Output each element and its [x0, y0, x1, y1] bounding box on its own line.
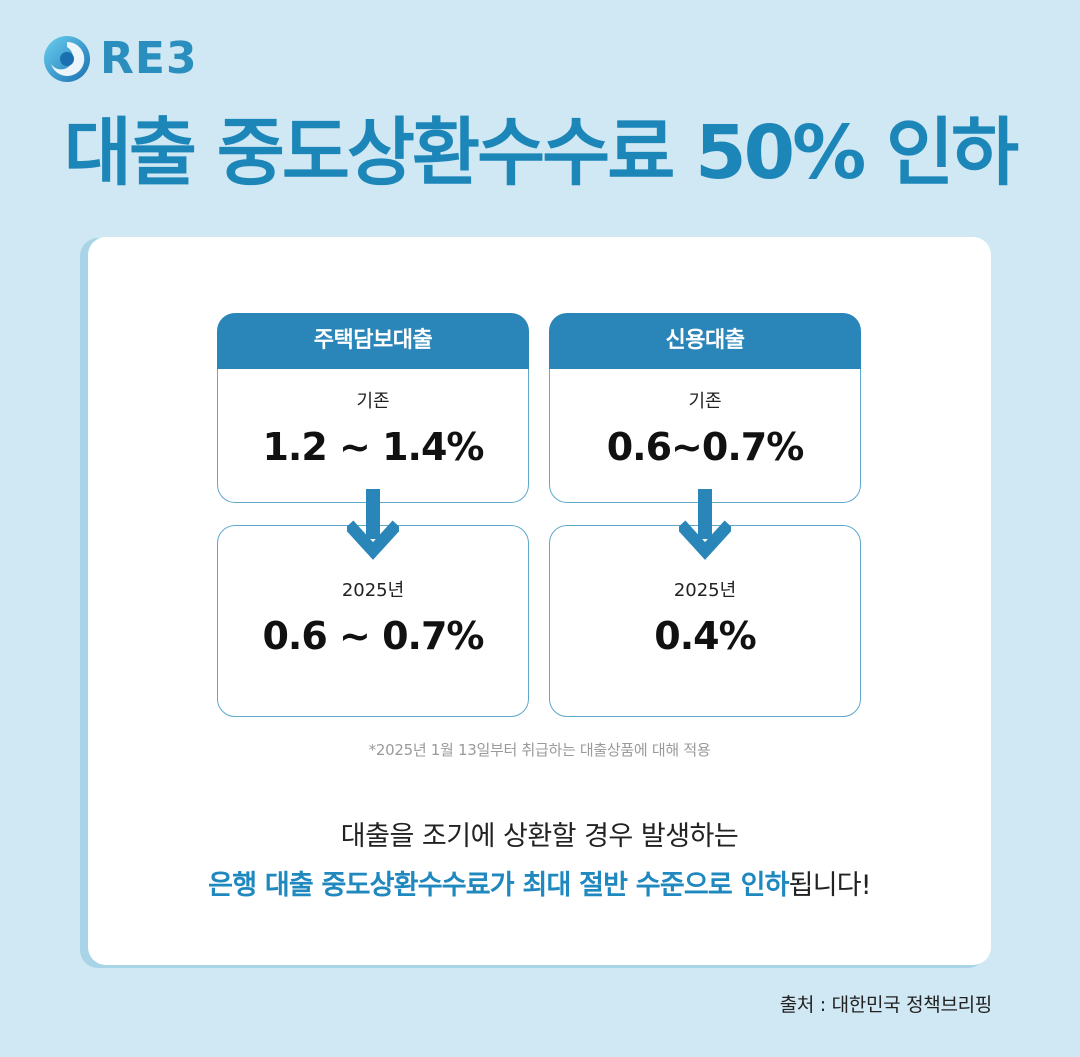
mortgage-before-box: 기존 1.2 ~ 1.4%	[217, 369, 529, 503]
mortgage-before-label: 기존	[356, 391, 390, 412]
credit-column: 신용대출 기존 0.6~0.7% 2025년 0.4%	[549, 313, 861, 717]
summary-line-2: 은행 대출 중도상환수수료가 최대 절반 수준으로 인하됩니다!	[88, 863, 991, 902]
arrow-down-icon	[347, 489, 399, 560]
summary-tail: 됩니다!	[788, 870, 872, 901]
content-card: 주택담보대출 기존 1.2 ~ 1.4% 2025년 0.6 ~ 0.7% 신용…	[88, 237, 991, 965]
credit-after-value: 0.4%	[654, 614, 756, 658]
mortgage-after-label: 2025년	[341, 580, 405, 601]
footnote: *2025년 1월 13일부터 취급하는 대출상품에 대해 적용	[368, 741, 711, 759]
summary-highlight: 은행 대출 중도상환수수료가 최대 절반 수준으로 인하	[208, 870, 789, 901]
credit-before-box: 기존 0.6~0.7%	[549, 369, 861, 503]
logo-text: RE3	[100, 33, 198, 84]
summary-line-1: 대출을 조기에 상환할 경우 발생하는	[340, 821, 739, 852]
arrow-down-icon	[679, 489, 731, 560]
brand-logo: RE3	[42, 32, 198, 86]
mortgage-after-value: 0.6 ~ 0.7%	[262, 614, 484, 658]
page-title: 대출 중도상환수수료 50% 인하	[63, 110, 1019, 196]
source-credit: 출처 : 대한민국 정책브리핑	[779, 994, 993, 1016]
credit-after-label: 2025년	[673, 580, 737, 601]
mortgage-before-value: 1.2 ~ 1.4%	[262, 425, 484, 469]
credit-before-label: 기존	[688, 391, 722, 412]
mortgage-column: 주택담보대출 기존 1.2 ~ 1.4% 2025년 0.6 ~ 0.7%	[217, 313, 529, 717]
credit-before-value: 0.6~0.7%	[606, 425, 805, 469]
mortgage-header: 주택담보대출	[217, 313, 529, 369]
logo-swirl-icon	[44, 36, 90, 82]
credit-header: 신용대출	[549, 313, 861, 369]
